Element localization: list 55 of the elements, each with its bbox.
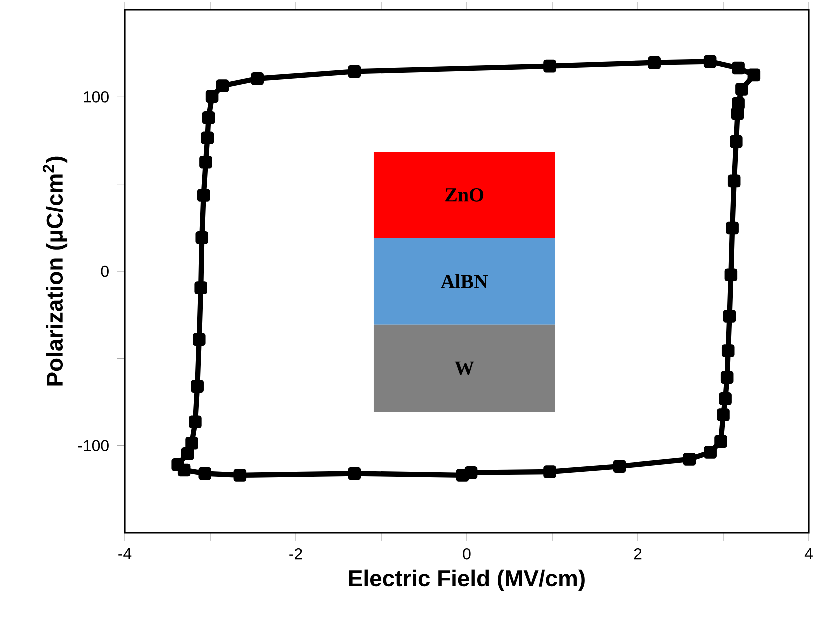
point: [348, 467, 362, 480]
point: [704, 446, 717, 459]
point: [456, 469, 470, 482]
x-tick-label: -2: [290, 548, 302, 560]
point: [613, 460, 626, 473]
point: [728, 174, 741, 188]
x-axis-title: Electric Field (MV/cm): [349, 570, 585, 592]
point: [186, 437, 198, 450]
point: [348, 65, 362, 78]
x-tick-label: 2: [634, 548, 642, 560]
y-tick-label: 0: [101, 266, 109, 278]
annotation: AlBN: [440, 274, 488, 288]
point: [192, 333, 206, 346]
point: [181, 447, 194, 460]
point: [723, 310, 736, 323]
point: [717, 408, 730, 422]
point: [202, 112, 216, 124]
point: [197, 189, 210, 202]
point: [200, 156, 212, 169]
y-tick-label: -100: [78, 440, 109, 452]
point: [748, 68, 761, 82]
point: [189, 416, 202, 429]
point: [719, 392, 732, 406]
point: [194, 282, 208, 294]
point: [732, 62, 745, 75]
annotation: ZnO: [446, 188, 484, 202]
point: [720, 371, 734, 384]
point: [216, 80, 230, 92]
x-tick-label: 4: [804, 548, 813, 560]
annotation: W: [454, 362, 474, 376]
point: [206, 90, 219, 104]
point: [730, 135, 743, 148]
x-tick-label: 0: [463, 548, 471, 560]
point: [722, 344, 735, 358]
point: [724, 268, 738, 282]
point: [234, 469, 247, 482]
point: [714, 435, 728, 448]
point: [726, 222, 739, 235]
point: [198, 467, 212, 480]
point: [544, 60, 556, 73]
point: [201, 132, 214, 145]
y-axis-title: Polarization (μC/cm$^{2}$): [42, 156, 68, 386]
point: [731, 107, 744, 120]
point: [736, 83, 748, 96]
point: [544, 466, 556, 478]
x-tick-label: -4: [118, 548, 132, 560]
point: [191, 380, 204, 393]
point: [178, 464, 191, 477]
point: [704, 55, 717, 68]
y-tick-label: 100: [84, 92, 109, 103]
point: [251, 72, 264, 86]
point: [648, 56, 661, 70]
point: [732, 97, 745, 110]
point: [683, 453, 696, 466]
point: [196, 231, 209, 244]
